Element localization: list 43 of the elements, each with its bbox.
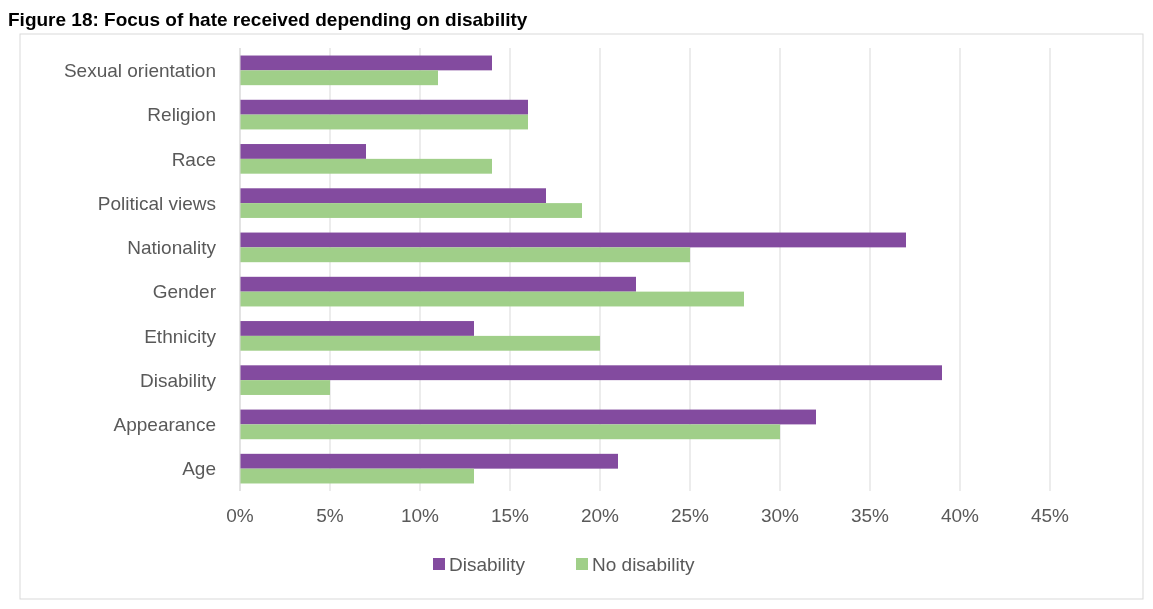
x-tick-label: 5% xyxy=(316,505,344,526)
x-tick-label: 30% xyxy=(760,505,800,526)
bar xyxy=(240,365,942,381)
y-tick-label: Ethnicity xyxy=(144,325,217,347)
y-tick-label: Religion xyxy=(147,104,216,126)
y-tick-label: Race xyxy=(171,148,216,170)
y-tick-label: Gender xyxy=(152,281,217,303)
bar xyxy=(240,99,528,115)
bar xyxy=(240,158,492,174)
y-tick-label: Age xyxy=(182,458,216,480)
bar xyxy=(240,188,546,204)
bar xyxy=(240,424,780,440)
x-tick-label: 45% xyxy=(1030,505,1070,526)
y-tick-label: Appearance xyxy=(113,414,216,436)
x-tick-label: 15% xyxy=(490,505,530,526)
x-tick-label: 20% xyxy=(580,505,620,526)
x-tick-label: 25% xyxy=(670,505,710,526)
y-tick-label: Sexual orientation xyxy=(63,60,216,81)
y-tick-label: Political views xyxy=(97,192,216,214)
bar xyxy=(240,247,690,263)
bar xyxy=(240,276,636,292)
bar xyxy=(240,335,600,351)
bar xyxy=(240,409,816,425)
bar xyxy=(240,468,474,484)
bar xyxy=(240,232,906,248)
bar xyxy=(240,203,582,218)
x-tick-label: 10% xyxy=(400,505,440,526)
y-tick-label: Disability xyxy=(139,369,217,391)
bar xyxy=(240,114,528,130)
chart-title: Figure 18: Focus of hate received depending on disability xyxy=(8,9,528,30)
bar xyxy=(240,70,438,86)
bar xyxy=(240,453,618,469)
bar xyxy=(240,321,474,336)
bar xyxy=(240,144,366,159)
x-tick-label: 35% xyxy=(850,505,890,526)
bar xyxy=(240,55,492,71)
x-tick-label: 0% xyxy=(226,505,254,526)
bar xyxy=(240,380,330,395)
y-tick-label: Nationality xyxy=(127,237,217,259)
legend-label: Disability xyxy=(449,553,526,575)
legend-label: No disability xyxy=(592,553,695,575)
x-tick-label: 40% xyxy=(940,505,980,526)
bar xyxy=(240,291,744,307)
